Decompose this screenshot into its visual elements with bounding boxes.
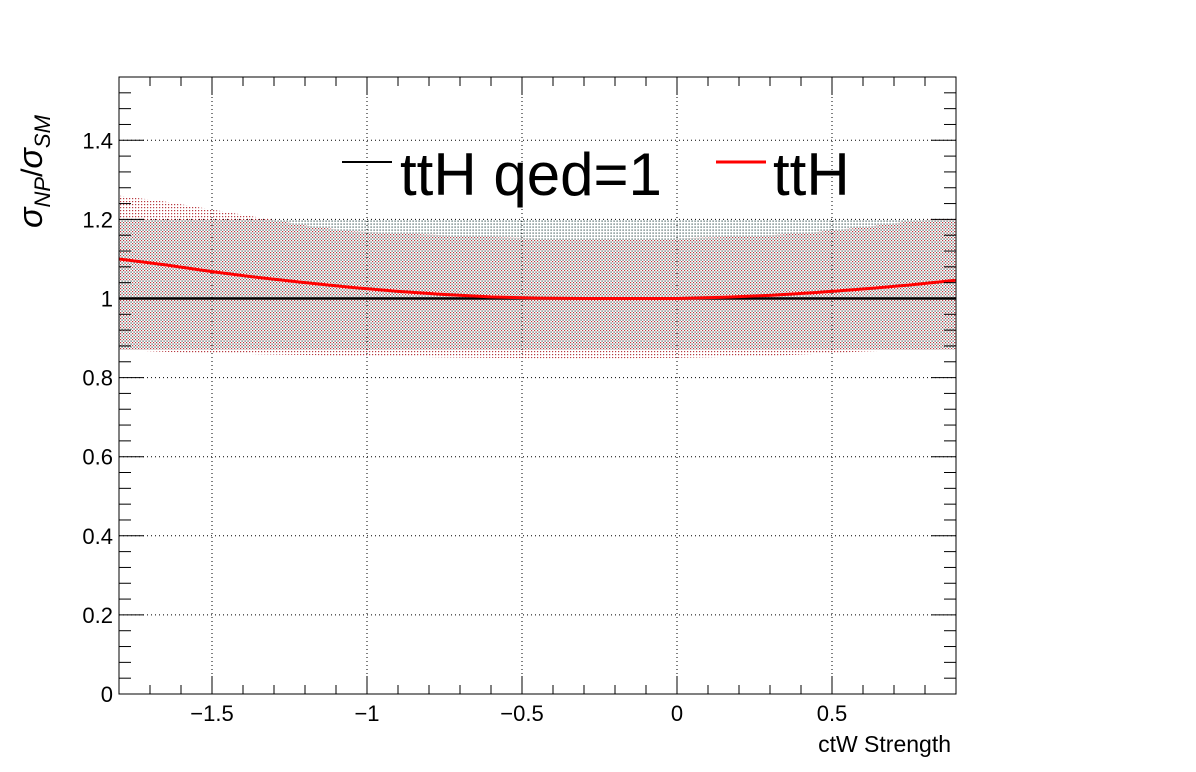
y-label-sub-sm: SM xyxy=(30,114,55,148)
y-tick-label-7: 1.4 xyxy=(82,128,113,153)
x-axis-ticks xyxy=(118,77,957,694)
x-tick-labels: −1.5 −1 −0.5 0 0.5 xyxy=(190,701,847,726)
y-tick-label-2: 0.4 xyxy=(82,524,113,549)
band-series-1 xyxy=(119,195,956,359)
y-tick-label-1: 0.2 xyxy=(82,603,113,628)
y-tick-label-6: 1.2 xyxy=(82,207,113,232)
y-tick-label-5: 1 xyxy=(101,286,113,311)
y-tick-label-3: 0.6 xyxy=(82,445,113,470)
y-axis-ticks xyxy=(119,76,956,695)
x-axis-label: ctW Strength xyxy=(818,731,951,757)
x-tick-label-3: 0 xyxy=(671,701,683,726)
legend-label-ttH-qed: ttH qed=1 xyxy=(400,141,662,208)
y-tick-label-4: 0.8 xyxy=(82,366,113,391)
plot-frame xyxy=(118,76,957,695)
grid-lines xyxy=(119,77,956,694)
y-label-sigma-np: σ xyxy=(12,206,50,228)
x-tick-label-2: −0.5 xyxy=(500,701,543,726)
y-axis-label: σNP/σSM xyxy=(12,114,55,228)
uncertainty-bands xyxy=(119,195,956,359)
y-label-sub-np: NP xyxy=(30,177,55,208)
series-lines xyxy=(119,257,956,300)
y-label-slash: / xyxy=(16,168,49,177)
svg-text:σNP/σSM: σNP/σSM xyxy=(12,114,55,228)
y-tick-labels: 0 0.2 0.4 0.6 0.8 1 1.2 1.4 xyxy=(82,128,113,707)
x-tick-label-1: −1 xyxy=(354,701,379,726)
legend: ttH qed=1 ttH xyxy=(342,141,850,208)
y-tick-label-0: 0 xyxy=(101,682,113,707)
series-line-1 xyxy=(119,257,956,300)
y-label-sigma-sm: σ xyxy=(12,147,50,169)
x-tick-label-0: −1.5 xyxy=(190,701,233,726)
x-tick-label-4: 0.5 xyxy=(817,701,848,726)
legend-label-ttH: ttH xyxy=(773,141,850,208)
